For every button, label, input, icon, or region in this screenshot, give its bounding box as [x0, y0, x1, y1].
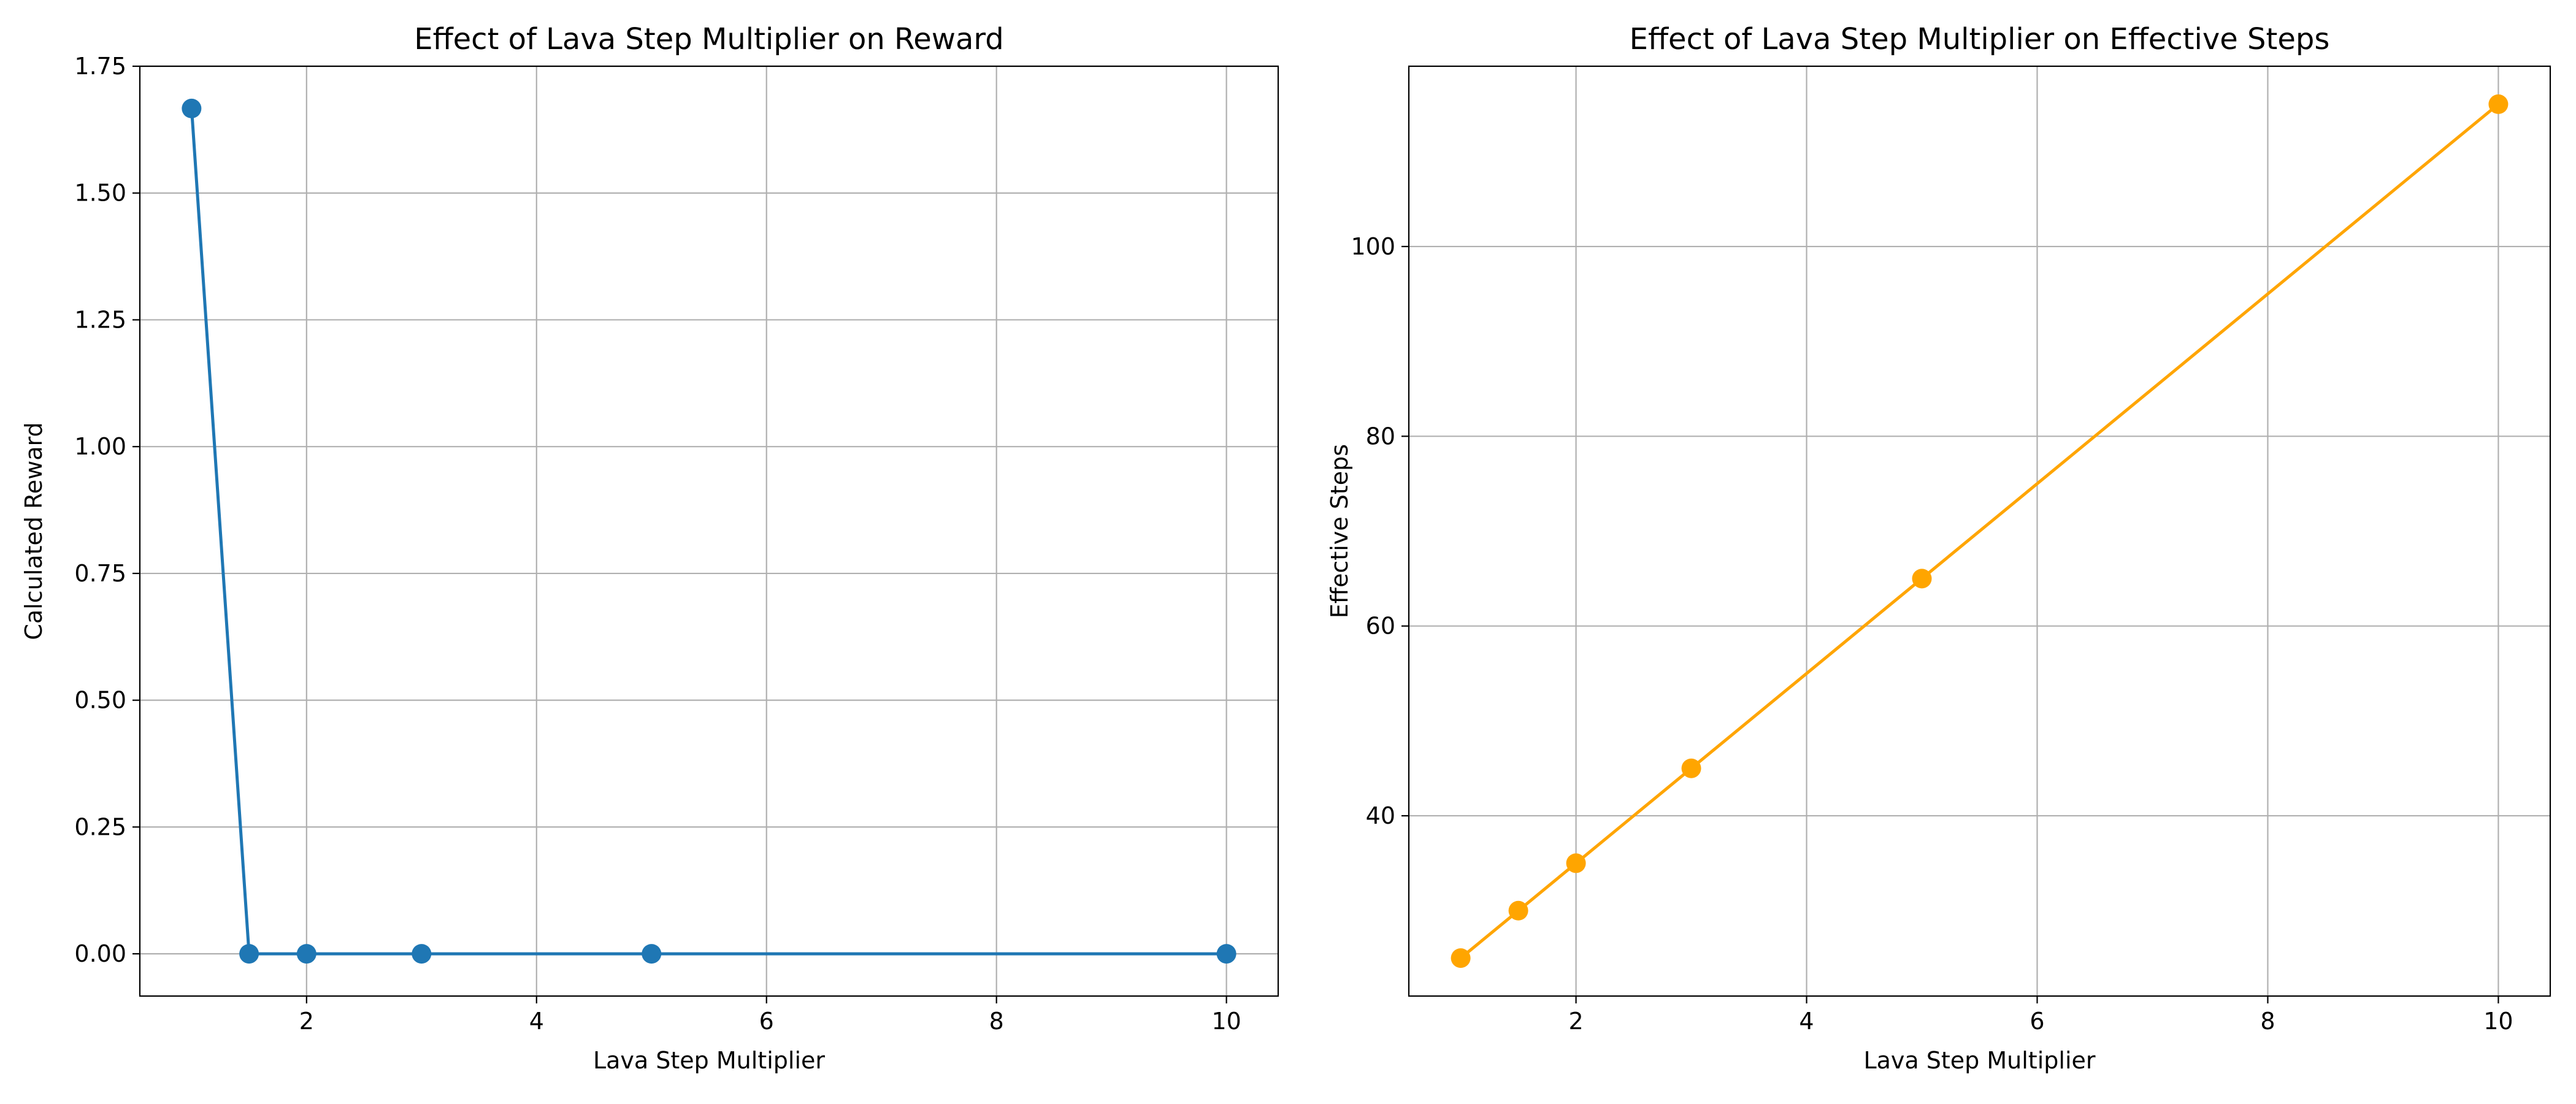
data-point — [642, 944, 662, 964]
data-point — [1566, 853, 1586, 873]
x-tick-label: 6 — [759, 1008, 774, 1035]
data-point — [1912, 569, 1932, 589]
steps-chart-title: Effect of Lava Step Multiplier on Effect… — [1630, 22, 2330, 56]
data-point — [1216, 944, 1236, 964]
x-tick-label: 10 — [1211, 1008, 1241, 1035]
x-tick-label: 10 — [2483, 1008, 2513, 1035]
x-tick-label: 8 — [989, 1008, 1004, 1035]
y-tick-label: 0.00 — [74, 940, 126, 967]
x-tick-label: 8 — [2260, 1008, 2275, 1035]
data-point — [412, 944, 432, 964]
steps-chart-y-ticks: 40 60 80 100 — [1351, 233, 1409, 829]
y-tick-label: 80 — [1366, 423, 1395, 450]
data-point — [1508, 900, 1528, 921]
data-point — [182, 98, 202, 118]
y-tick-label: 60 — [1366, 613, 1395, 640]
y-tick-label: 0.25 — [74, 813, 126, 840]
x-tick-label: 2 — [1568, 1008, 1583, 1035]
reward-chart-series — [182, 98, 1236, 964]
y-tick-label: 1.75 — [74, 53, 126, 80]
series-line — [1460, 102, 2499, 960]
data-point — [1681, 758, 1701, 778]
y-tick-label: 100 — [1351, 233, 1395, 260]
y-tick-label: 0.50 — [74, 687, 126, 714]
steps-chart-grid — [1409, 66, 2550, 996]
reward-chart-y-axis-label: Calculated Reward — [20, 422, 47, 640]
reward-chart-y-ticks: 0.00 0.25 0.50 0.75 1.00 1.25 1.50 1.75 — [74, 53, 140, 967]
y-tick-label: 1.50 — [74, 180, 126, 207]
data-point — [2488, 94, 2509, 114]
series-line — [190, 108, 1227, 956]
y-tick-label: 0.75 — [74, 560, 126, 587]
steps-chart-y-axis-label: Effective Steps — [1326, 444, 1353, 618]
x-tick-label: 6 — [2030, 1008, 2044, 1035]
steps-chart-axes-frame — [1408, 65, 2551, 997]
data-point — [296, 944, 316, 964]
steps-chart-x-ticks: 2 4 6 8 10 — [1568, 996, 2513, 1035]
data-point — [1451, 948, 1471, 968]
reward-chart-x-ticks: 2 4 6 8 10 — [299, 996, 1241, 1035]
reward-chart: 2 4 6 8 10 0.000.250.500.751.001.251.501.75 … — [20, 22, 1279, 1074]
data-point — [239, 944, 259, 964]
y-tick-label: 1.25 — [74, 306, 126, 333]
x-tick-label: 4 — [529, 1008, 544, 1035]
y-tick-label: 1.00 — [74, 433, 126, 460]
y-tick-label: 40 — [1366, 802, 1395, 829]
steps-chart: 2 4 6 8 10 40 60 80 100 Effect of Lava Step Mul… — [1326, 22, 2551, 1074]
x-tick-label: 2 — [299, 1008, 314, 1035]
x-tick-label: 4 — [1799, 1008, 1814, 1035]
reward-chart-axes-frame — [139, 65, 1279, 997]
steps-chart-x-axis-label: Lava Step Multiplier — [1863, 1047, 2095, 1074]
reward-chart-x-axis-label: Lava Step Multiplier — [593, 1047, 825, 1074]
reward-chart-title: Effect of Lava Step Multiplier on Reward — [414, 22, 1004, 56]
steps-chart-series — [1451, 94, 2509, 968]
